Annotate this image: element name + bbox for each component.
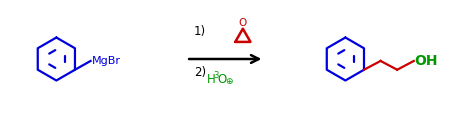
Text: 3: 3 (213, 71, 219, 80)
Text: 2): 2) (194, 66, 206, 79)
Text: OH: OH (414, 54, 438, 68)
Text: O: O (218, 73, 227, 86)
Text: MgBr: MgBr (91, 56, 120, 66)
Text: O: O (239, 18, 247, 28)
Text: ⊕: ⊕ (225, 77, 233, 86)
Text: H: H (207, 73, 216, 86)
Text: 1): 1) (194, 25, 206, 38)
